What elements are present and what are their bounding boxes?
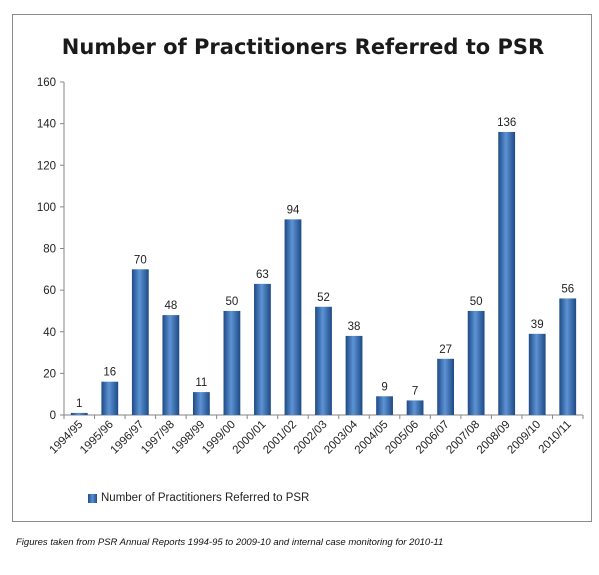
bar bbox=[162, 315, 180, 415]
legend: Number of Practitioners Referred to PSR bbox=[88, 492, 309, 504]
y-tick-label: 100 bbox=[37, 202, 56, 214]
data-label: 16 bbox=[103, 367, 116, 379]
y-tick-label: 20 bbox=[43, 368, 56, 380]
bar bbox=[101, 381, 119, 415]
bar bbox=[192, 392, 210, 415]
data-label: 39 bbox=[531, 319, 544, 331]
data-label: 7 bbox=[412, 385, 418, 397]
bar bbox=[528, 333, 546, 415]
bar bbox=[131, 269, 149, 415]
data-label: 50 bbox=[226, 296, 239, 308]
data-label: 52 bbox=[317, 292, 330, 304]
y-tick-label: 60 bbox=[43, 285, 56, 297]
data-label: 9 bbox=[381, 381, 387, 393]
chart-frame: Number of Practitioners Referred to PSR … bbox=[12, 14, 592, 522]
bar bbox=[437, 358, 455, 415]
data-label: 70 bbox=[134, 254, 147, 266]
bar bbox=[223, 310, 241, 415]
data-label: 63 bbox=[256, 269, 269, 281]
data-label: 50 bbox=[470, 296, 483, 308]
bar bbox=[345, 335, 363, 415]
footnote: Figures taken from PSR Annual Reports 19… bbox=[16, 537, 444, 548]
bar bbox=[376, 396, 393, 415]
data-label: 11 bbox=[195, 377, 207, 389]
data-label: 1 bbox=[76, 398, 82, 410]
y-tick-label: 140 bbox=[37, 119, 56, 131]
bar bbox=[284, 219, 302, 415]
x-tick-label: 2009/10 bbox=[505, 419, 543, 457]
data-label: 56 bbox=[561, 283, 574, 295]
bar bbox=[467, 310, 485, 415]
bar bbox=[559, 298, 577, 415]
y-tick-label: 120 bbox=[37, 160, 56, 172]
y-tick-label: 40 bbox=[43, 327, 56, 339]
legend-swatch bbox=[88, 493, 97, 503]
data-label: 136 bbox=[497, 117, 516, 129]
y-tick-label: 0 bbox=[50, 410, 56, 422]
data-label: 48 bbox=[164, 300, 177, 312]
y-tick-label: 80 bbox=[43, 244, 56, 256]
x-tick-label: 2010/11 bbox=[537, 419, 574, 456]
legend-label: Number of Practitioners Referred to PSR bbox=[101, 492, 310, 504]
data-label: 27 bbox=[439, 344, 452, 356]
bar bbox=[498, 131, 516, 415]
y-tick-label: 160 bbox=[37, 77, 56, 89]
bar bbox=[315, 306, 332, 415]
data-label: 94 bbox=[287, 204, 300, 216]
bar bbox=[406, 400, 424, 415]
chart-title: Number of Practitioners Referred to PSR bbox=[61, 35, 545, 59]
data-label: 38 bbox=[348, 321, 361, 333]
bar bbox=[70, 412, 88, 415]
bar bbox=[254, 283, 271, 415]
